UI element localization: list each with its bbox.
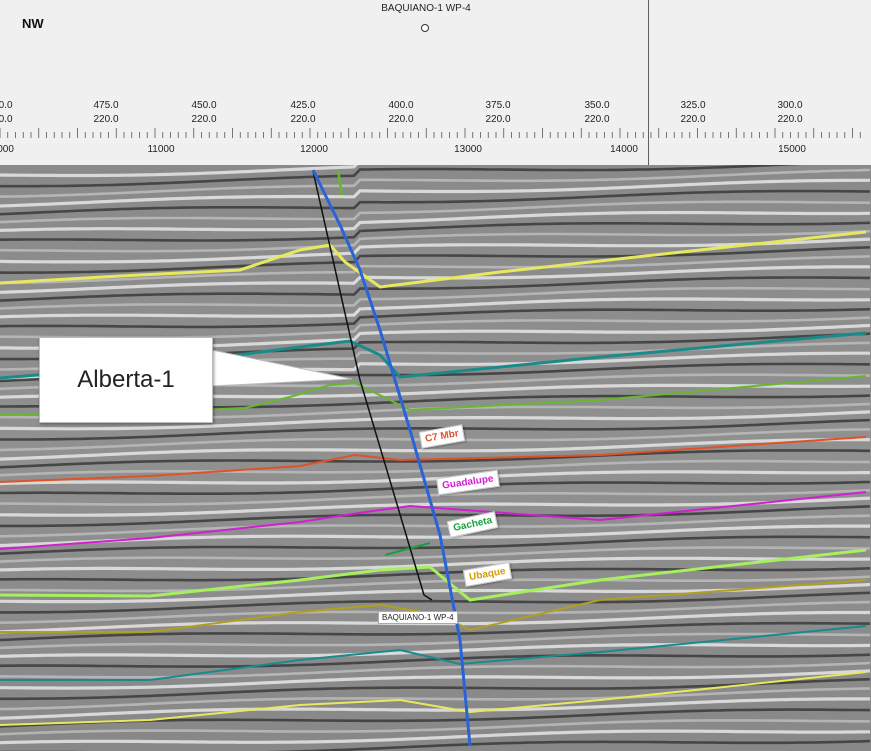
alberta-1-callout: Alberta-1 (39, 337, 213, 423)
trace-label: 325.0 220.0 (680, 100, 706, 125)
reflector (0, 591, 871, 614)
reflector (0, 719, 871, 736)
reflector (0, 535, 871, 555)
reflector (0, 165, 358, 178)
reflector (0, 496, 871, 517)
reflector (0, 643, 871, 658)
reflector (0, 459, 871, 477)
distance-tick-label: 13000 (454, 144, 482, 155)
reflector (0, 297, 870, 319)
reflector (0, 489, 871, 506)
well-td-label: BAQUIANO-1 WP-4 (378, 611, 458, 624)
horizon-line (0, 625, 867, 681)
reflector (0, 480, 871, 495)
well-marker-tick (336, 169, 344, 196)
reflector (0, 632, 870, 650)
reflector (0, 556, 871, 572)
distance-axis: 10000 11000 12000 13000 14000 15000 (0, 126, 871, 166)
trace-label: 350.0 220.0 (584, 100, 610, 125)
reflector (0, 697, 870, 720)
horizon-line (0, 548, 867, 602)
trace-label: 425.0 220.0 (290, 100, 316, 125)
reflector (0, 165, 803, 188)
reflector (0, 189, 871, 216)
distance-tick-label: 11000 (147, 144, 175, 155)
reflector (0, 729, 871, 745)
reflector (0, 621, 871, 642)
reflector (0, 669, 871, 690)
well-name-label: BAQUIANO-1 WP-4 (381, 3, 471, 14)
reflector (0, 575, 871, 593)
reflector (0, 229, 871, 253)
seismic-reflectors (0, 165, 871, 751)
reflector (0, 470, 870, 486)
reflector (0, 438, 870, 461)
trace-label: 475.0 220.0 (93, 100, 119, 125)
distance-tick-label: 10000 (0, 144, 14, 155)
reflector (0, 178, 870, 208)
axis-ticks (0, 128, 861, 138)
reflector (0, 210, 871, 232)
horizon-line (0, 671, 867, 726)
horizon-line (384, 542, 431, 556)
distance-tick-label: 15000 (778, 144, 806, 155)
reflector (0, 221, 871, 242)
callout-text: Alberta-1 (77, 366, 175, 393)
reflector (0, 307, 871, 329)
reflector (0, 237, 871, 264)
reflector (0, 677, 871, 701)
reflector (0, 276, 870, 302)
header-divider (648, 0, 649, 165)
trace-label: 300.0 220.0 (777, 100, 803, 125)
reflector (0, 546, 870, 563)
horizon-lines (0, 230, 867, 726)
reflector (0, 739, 871, 751)
reflector (0, 653, 871, 668)
distance-tick-label: 14000 (610, 144, 638, 155)
reflector (0, 286, 870, 310)
horizon-line (0, 230, 867, 289)
reflector (0, 255, 871, 285)
orientation-label: NW (22, 16, 44, 31)
distance-tick-label: 12000 (300, 144, 328, 155)
reflector (0, 661, 871, 679)
reflector (0, 265, 870, 294)
alberta-1-well-path (312, 170, 433, 601)
trace-label: 450.0 220.0 (191, 100, 217, 125)
reflector (0, 200, 871, 224)
horizon-line (0, 491, 867, 550)
reflector (0, 168, 871, 198)
trace-label: 400.0 220.0 (388, 100, 414, 125)
reflector (0, 449, 870, 469)
reflector (0, 687, 871, 711)
well-location-marker-icon[interactable] (421, 24, 429, 32)
horizon-line (0, 436, 867, 483)
horizon-line (0, 579, 867, 633)
trace-label: 375.0 220.0 (485, 100, 511, 125)
reflector (0, 410, 871, 431)
reflector (0, 246, 871, 274)
seismic-image (0, 165, 871, 751)
reflector (0, 514, 871, 538)
